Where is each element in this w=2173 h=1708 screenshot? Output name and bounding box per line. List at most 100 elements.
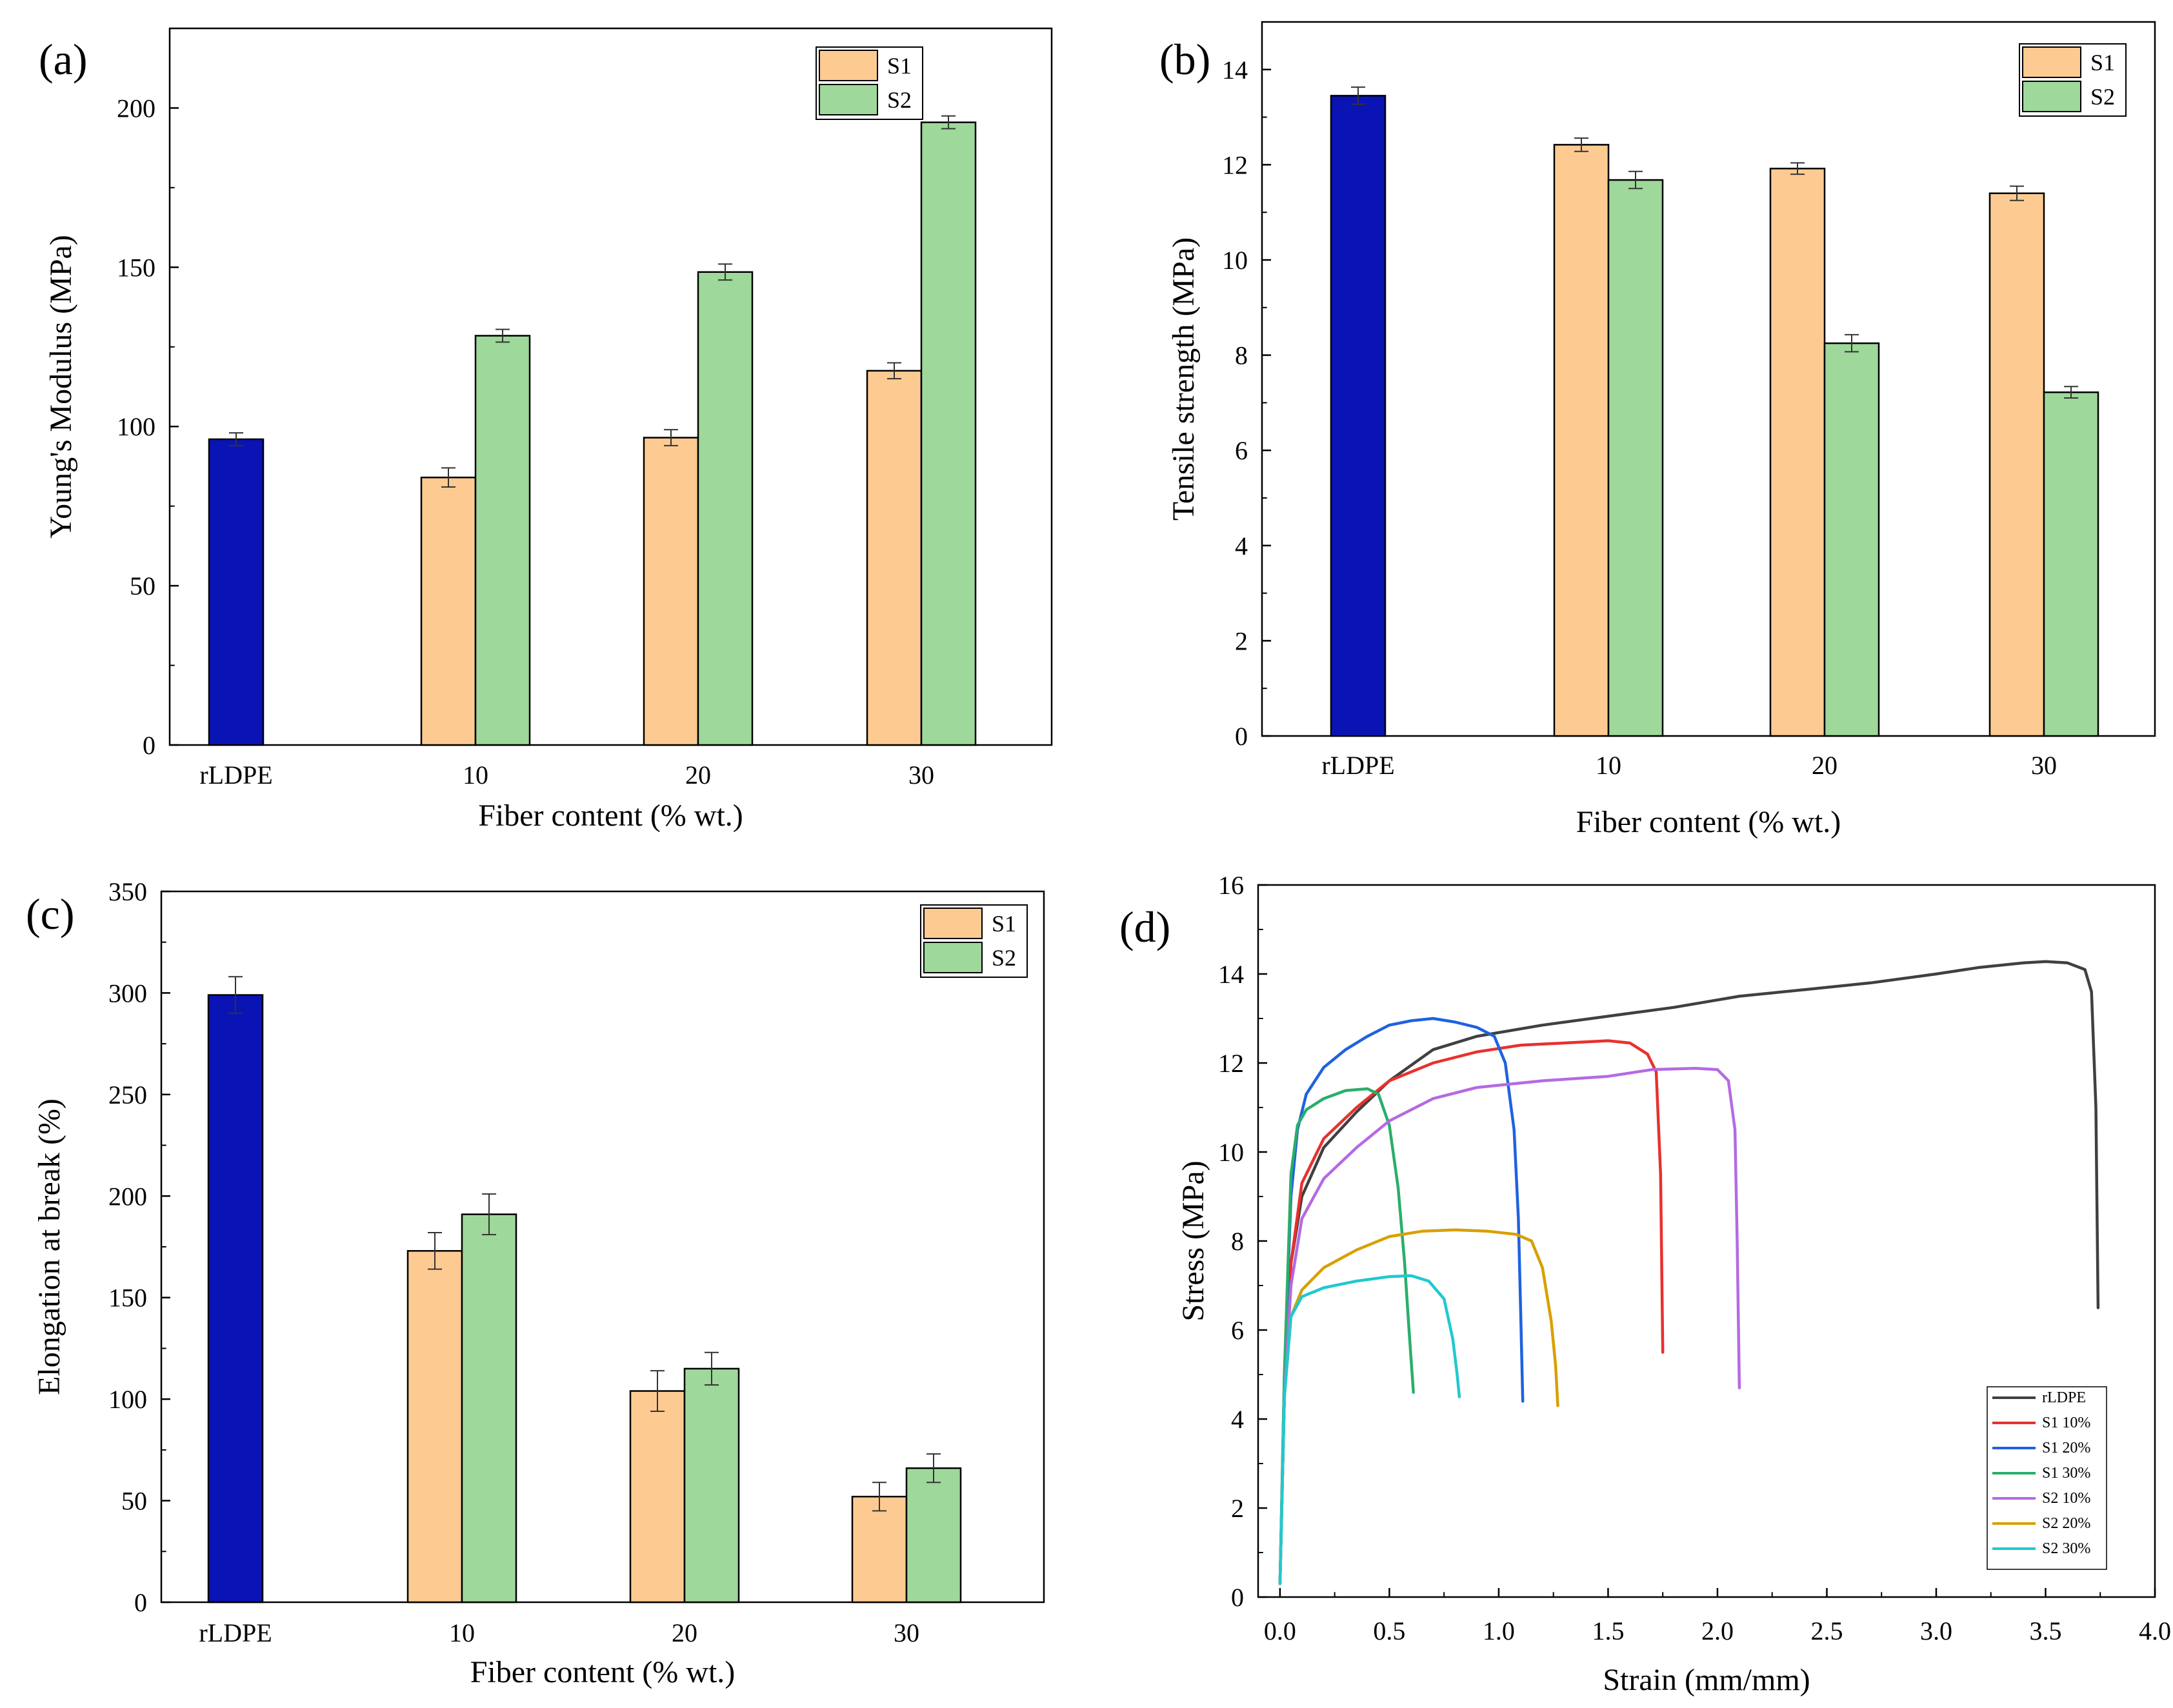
x-tick-label: 10	[463, 760, 488, 789]
legend-label-s1: S1	[2090, 50, 2115, 75]
y-tick-label: 0	[1235, 722, 1248, 751]
x-axis-title: Fiber content (% wt.)	[1576, 805, 1841, 839]
y-tick-label: 6	[1231, 1316, 1244, 1345]
x-tick-label: 3.0	[1920, 1616, 1952, 1645]
bar-s2-30	[2043, 391, 2099, 737]
legend-label-s2: S2	[992, 945, 1016, 971]
x-axis-title: Fiber content (% wt.)	[470, 1655, 736, 1689]
bar-s1-10	[420, 476, 477, 746]
bar-s2-10	[461, 1213, 517, 1604]
x-tick-label: 20	[1812, 751, 1838, 780]
bar-s2-10	[1607, 179, 1664, 737]
curve-rldpe	[1278, 960, 2100, 1585]
x-tick-label: 2.0	[1701, 1616, 1734, 1645]
y-tick-label: 0	[134, 1588, 147, 1617]
y-tick-label: 150	[108, 1284, 147, 1313]
legend-label-s2: S2	[887, 87, 912, 113]
y-tick-label: 16	[1218, 871, 1244, 900]
legend-swatch-s1	[2022, 46, 2081, 78]
x-tick-label: rLDPE	[1321, 751, 1394, 780]
bar-s1-30	[866, 370, 923, 746]
y-axis-title: Stress (MPa)	[1176, 1160, 1210, 1321]
panel-c-elongation-chart: 0 50 100 150 200 250 300 350 rLDPE 10 20 30 S1 S2 Fibe…	[26, 877, 1045, 1689]
y-tick-label: 250	[108, 1080, 147, 1109]
y-tick-label: 12	[1218, 1049, 1244, 1078]
panel-label: (d)	[1119, 902, 1170, 951]
x-tick-label: 1.5	[1592, 1616, 1624, 1645]
bar-rldpe-rldpe	[1330, 95, 1387, 737]
panel-label: (b)	[1159, 35, 1210, 84]
bar-s2-20	[1823, 342, 1880, 737]
x-tick-label: rLDPE	[199, 1618, 272, 1647]
x-tick-label: 0.5	[1373, 1616, 1405, 1645]
x-axis-title: Strain (mm/mm)	[1603, 1663, 1810, 1697]
y-tick-label: 8	[1231, 1227, 1244, 1256]
bar-s2-20	[697, 271, 754, 746]
x-tick-label: 3.5	[2029, 1616, 2061, 1645]
legend-swatch-s2	[923, 942, 983, 973]
bar-rldpe-rldpe	[208, 438, 265, 746]
y-tick-label: 2	[1235, 626, 1248, 655]
y-tick-label: 200	[108, 1182, 147, 1211]
x-tick-label: 10	[1596, 751, 1621, 780]
legend-label-s1-20-: S1 20%	[2042, 1440, 2090, 1456]
bar-s2-20	[683, 1367, 740, 1604]
legend-label-s2: S2	[2090, 84, 2115, 110]
bar-s1-10	[406, 1250, 463, 1604]
legend-box	[1987, 1386, 2107, 1570]
legend-label-s2-20-: S2 20%	[2042, 1515, 2090, 1532]
y-tick-label: 8	[1235, 341, 1248, 370]
x-axis-title: Fiber content (% wt.)	[478, 799, 743, 833]
y-tick-label: 12	[1222, 150, 1248, 179]
plot-frame	[168, 27, 1053, 746]
bar-s1-20	[643, 437, 699, 746]
y-tick-label: 200	[117, 94, 155, 123]
legend-swatch-s1	[923, 908, 983, 939]
panel-a-young-modulus-chart: 0 50 100 150 200 rLDPE 10 20 30 S1 S2 Fiber content…	[39, 27, 1053, 833]
curve-s1-30-	[1278, 1087, 1415, 1585]
panel-d-stress-strain-chart: 0 2 4 6 8 10 12 14 16 0.0 0.5 1.0 1.5 2.0 2.5 3.0 3.5 4.0…	[1119, 871, 2171, 1697]
curve-s2-10-	[1278, 1067, 1741, 1585]
y-tick-label: 4	[1235, 531, 1248, 561]
y-tick-label: 150	[117, 253, 155, 282]
x-tick-label: rLDPE	[199, 760, 272, 789]
y-tick-label: 2	[1231, 1494, 1244, 1523]
y-tick-label: 50	[130, 571, 155, 601]
curve-s2-20-	[1278, 1228, 1559, 1585]
y-axis-title: Young's Modulus (MPa)	[44, 235, 78, 539]
bar-s1-30	[851, 1496, 908, 1604]
y-axis-title: Tensile strength (MPa)	[1167, 237, 1201, 521]
legend-label-s2-10-: S2 10%	[2042, 1490, 2090, 1507]
y-tick-label: 10	[1222, 246, 1248, 275]
bar-s1-20	[629, 1390, 686, 1604]
legend-label-s1-10-: S1 10%	[2042, 1415, 2090, 1431]
legend-swatch-s2	[819, 84, 878, 115]
y-tick-label: 0	[143, 731, 155, 760]
x-tick-label: 2.5	[1810, 1616, 1843, 1645]
panel-b-tensile-strength-chart: 0 2 4 6 8 10 12 14 rLDPE 10 20 30 S1 S2 Fiber content …	[1159, 21, 2156, 839]
y-tick-label: 350	[108, 877, 147, 906]
x-tick-label: 0.0	[1264, 1616, 1296, 1645]
y-tick-label: 300	[108, 978, 147, 1008]
x-tick-label: 20	[685, 760, 711, 789]
x-tick-label: 4.0	[2139, 1616, 2171, 1645]
y-tick-label: 10	[1218, 1138, 1244, 1167]
bar-rldpe-rldpe	[207, 994, 264, 1604]
x-tick-label: 1.0	[1483, 1616, 1515, 1645]
legend-label-rldpe: rLDPE	[2042, 1389, 2086, 1406]
bar-s1-20	[1769, 168, 1826, 737]
y-tick-label: 100	[117, 412, 155, 441]
y-axis-title: Elongation at break (%)	[32, 1098, 66, 1395]
bar-s1-30	[1988, 192, 2045, 737]
legend-label-s1: S1	[887, 53, 912, 79]
x-tick-label: 30	[2031, 751, 2057, 780]
y-tick-label: 6	[1235, 436, 1248, 465]
x-tick-label: 30	[908, 760, 934, 789]
bar-s2-10	[474, 335, 531, 746]
panel-label: (c)	[26, 889, 74, 938]
curve-s1-10-	[1278, 1039, 1665, 1585]
legend-swatch-s2	[2022, 81, 2081, 112]
legend-label-s1-30-: S1 30%	[2042, 1465, 2090, 1482]
legend-label-s2-30-: S2 30%	[2042, 1540, 2090, 1557]
